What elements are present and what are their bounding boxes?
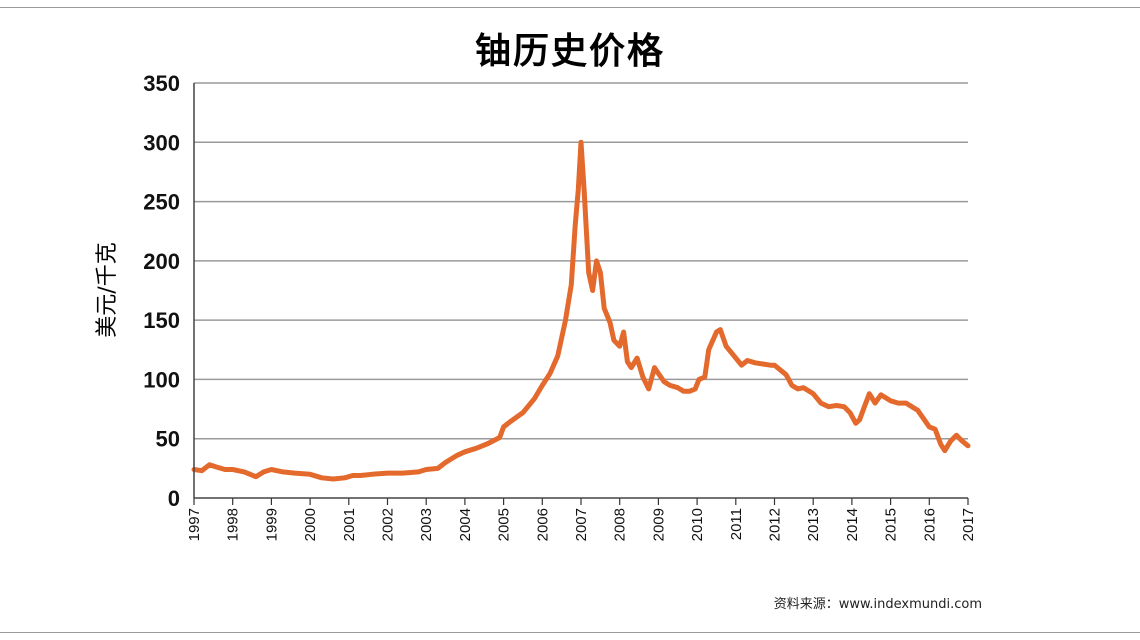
x-tick-label: 2001 xyxy=(341,508,358,541)
x-tick-label: 2013 xyxy=(805,508,822,541)
x-tick-label: 2005 xyxy=(496,508,513,541)
y-tick-label: 150 xyxy=(143,308,180,333)
top-rule xyxy=(0,7,1140,8)
y-tick-label: 50 xyxy=(156,427,180,452)
chart-title: 铀历史价格 xyxy=(474,31,665,72)
y-tick-label: 250 xyxy=(143,190,180,215)
x-tick-label: 2004 xyxy=(457,508,474,541)
x-tick-label: 2007 xyxy=(573,508,590,541)
x-tick-label: 1997 xyxy=(186,508,203,541)
x-tick-label: 1999 xyxy=(263,508,280,541)
y-tick-label: 100 xyxy=(143,367,180,392)
bottom-rule xyxy=(0,632,1140,633)
x-tick-label: 2006 xyxy=(534,508,551,541)
y-tick-label: 300 xyxy=(143,130,180,155)
x-tick-label: 1998 xyxy=(225,508,242,541)
x-tick-label: 2003 xyxy=(418,508,435,541)
x-tick-label: 2002 xyxy=(380,508,397,541)
y-tick-label: 350 xyxy=(143,71,180,96)
x-tick-label: 2009 xyxy=(650,508,667,541)
source-note: 资料来源：www.indexmundi.com xyxy=(773,597,982,612)
x-tick-label: 2012 xyxy=(767,508,784,541)
x-tick-label: 2011 xyxy=(728,508,745,540)
x-tick-label: 2015 xyxy=(883,508,900,541)
x-tick-label: 2017 xyxy=(960,508,977,541)
x-tick-label: 2000 xyxy=(302,508,319,541)
x-tick-label: 2014 xyxy=(844,508,861,541)
y-tick-label: 200 xyxy=(143,249,180,274)
y-tick-label: 0 xyxy=(168,486,180,511)
x-tick-label: 2008 xyxy=(612,508,629,541)
x-tick-label: 2010 xyxy=(689,508,706,541)
x-tick-label: 2016 xyxy=(921,508,938,541)
series-line xyxy=(191,139,971,482)
